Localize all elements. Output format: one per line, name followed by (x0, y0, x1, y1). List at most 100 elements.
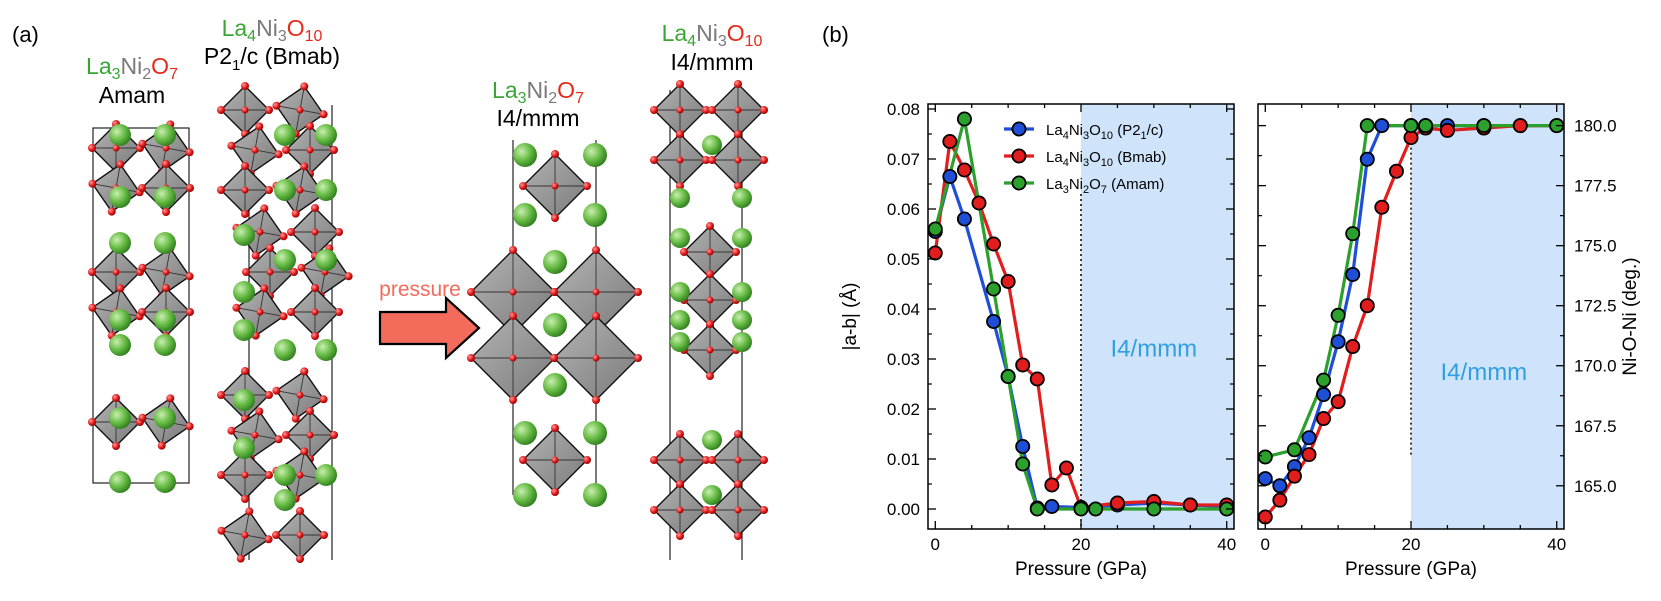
oxygen-atom (551, 424, 559, 432)
oxygen-atom (706, 248, 714, 256)
y-tick-label: 172.5 (1574, 297, 1617, 316)
la-atom (702, 430, 722, 450)
oxygen-atom (592, 396, 600, 404)
oxygen-atom (251, 251, 260, 260)
oxygen-atom (272, 386, 281, 395)
oxygen-atom (260, 204, 269, 213)
pressure-label: pressure (379, 278, 461, 301)
oxygen-atom (300, 447, 309, 456)
oxygen-atom (274, 150, 283, 159)
legend-text-part: 3 (1083, 130, 1089, 142)
oxygen-atom (241, 210, 249, 218)
formula-part: O (727, 20, 745, 46)
y-axis-label: |a-b| (Å) (840, 283, 861, 351)
data-point-green (1029, 501, 1045, 517)
la-atom (670, 188, 690, 208)
data-point-red (1272, 492, 1288, 508)
legend-text-part: 10 (1101, 130, 1113, 142)
formula-part: La (662, 20, 688, 46)
sg2-rest: /c (Bmab) (240, 43, 340, 69)
la-atom (274, 339, 296, 361)
formula-4: La4Ni3O10 (662, 20, 763, 50)
oxygen-atom (634, 288, 642, 296)
legend-marker (1011, 175, 1027, 191)
oxygen-atom (650, 506, 658, 514)
oxygen-atom (509, 312, 517, 320)
y-tick-label: 180.0 (1574, 117, 1617, 136)
oxygen-atom (676, 80, 684, 88)
oxygen-atom (734, 80, 742, 88)
legend-entry: La4Ni3O10 (P21/c) (1046, 122, 1163, 142)
oxygen-atom (708, 156, 716, 164)
data-point-red (971, 195, 987, 211)
data-point-blue (942, 168, 958, 184)
oxygen-atom (241, 471, 249, 479)
oxygen-atom (265, 186, 273, 194)
oxygen-atom (306, 146, 314, 154)
oxygen-atom (306, 407, 314, 415)
oxygen-atom (112, 394, 120, 402)
oxygen-atom (138, 413, 147, 422)
formula-part: La (222, 15, 248, 41)
oxygen-atom (592, 246, 600, 254)
region-label: I4/mmm (1441, 359, 1528, 386)
oxygen-atom (162, 160, 170, 168)
oxygen-atom (676, 106, 684, 114)
oxygen-atom (311, 332, 319, 340)
formula-part: 7 (575, 90, 584, 107)
pressure-arrow (378, 295, 481, 361)
oxygen-atom (217, 186, 225, 194)
data-point-red (1058, 460, 1074, 476)
oxygen-atom (311, 308, 319, 316)
oxygen-atom (291, 209, 300, 218)
data-point-green (1316, 372, 1332, 388)
formula-part: O (557, 77, 575, 103)
chart-ni-o-ni-angle: I4/mmm 0 20 40 165.0 167.5 170.0 172.5 175.0 177.… (1257, 103, 1641, 580)
data-point-green (986, 281, 1002, 297)
la-atom (670, 282, 690, 302)
oxygen-atom (706, 372, 714, 380)
y-tick-label: 0.08 (887, 100, 920, 119)
oxygen-atom (702, 506, 710, 514)
oxygen-atom (734, 506, 742, 514)
oxygen-atom (300, 367, 309, 376)
oxygen-atom (708, 106, 716, 114)
data-point-blue (1374, 118, 1390, 134)
data-point-green (1359, 118, 1375, 134)
oxygen-atom (255, 122, 264, 131)
oxygen-atom (296, 106, 304, 114)
la-atom (274, 249, 296, 271)
oxygen-atom (241, 162, 249, 170)
x-tick-label: 20 (1402, 535, 1421, 554)
oxygen-atom (279, 312, 288, 321)
y-tick-label: 0.03 (887, 350, 920, 369)
legend-text-part: O (1089, 122, 1101, 139)
oxygen-atom (550, 354, 558, 362)
la-atom (702, 135, 722, 155)
la-atom (154, 471, 176, 493)
data-point-red (1109, 495, 1125, 511)
oxygen-atom (274, 435, 283, 444)
oxygen-atom (676, 532, 684, 540)
formula-part: Ni (256, 15, 278, 41)
la-atom (154, 309, 176, 331)
data-point-red (1316, 411, 1332, 427)
oxygen-atom (264, 535, 273, 544)
x-axis-label: Pressure (GPa) (1015, 559, 1147, 580)
oxygen-atom (242, 268, 250, 276)
oxygen-atom (330, 431, 338, 439)
oxygen-atom (138, 184, 146, 192)
la-atom (732, 332, 752, 352)
oxygen-atom (296, 555, 304, 563)
oxygen-atom (676, 430, 684, 438)
data-point-green (1257, 449, 1273, 465)
formula-part: 2 (142, 66, 151, 83)
legend-text-part: Ni (1069, 122, 1083, 139)
oxygen-atom (734, 182, 742, 190)
oxygen-atom (88, 303, 97, 312)
data-point-green (1418, 118, 1434, 134)
x-tick-label: 0 (931, 535, 940, 554)
oxygen-atom (760, 456, 768, 464)
